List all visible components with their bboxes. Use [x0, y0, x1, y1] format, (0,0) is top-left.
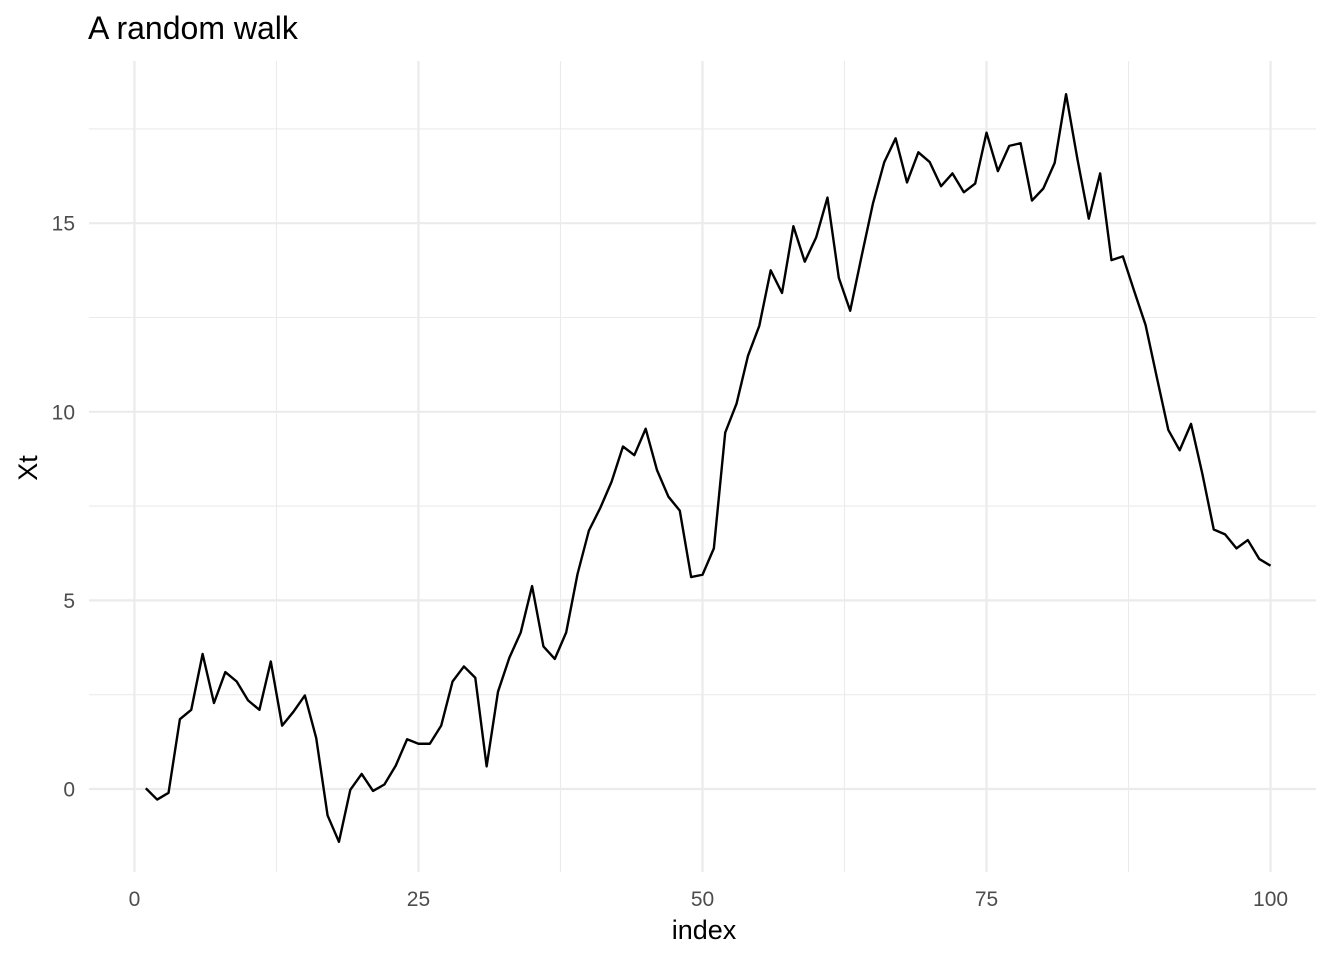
y-tick-label-1: 5	[63, 590, 75, 613]
x-tick-label-4: 100	[1253, 888, 1288, 911]
chart-title: A random walk	[88, 10, 299, 46]
x-tick-label-1: 25	[407, 888, 430, 911]
x-axis-title: index	[672, 915, 737, 945]
x-tick-label-0: 0	[129, 888, 141, 911]
x-tick-label-2: 50	[691, 888, 714, 911]
major-grid-vertical	[133, 61, 1272, 872]
minor-grid-vertical	[275, 61, 1130, 872]
x-axis-tick-labels: 0 25 50 75 100	[129, 888, 1288, 911]
y-tick-label-3: 15	[52, 213, 75, 236]
x-tick-label-3: 75	[975, 888, 998, 911]
y-tick-label-2: 10	[52, 401, 75, 424]
y-axis-tick-labels: 0 5 10 15	[52, 213, 75, 802]
random-walk-series-line	[144, 92, 1272, 844]
y-tick-label-0: 0	[63, 779, 75, 802]
y-axis-title: Xt	[13, 455, 43, 481]
